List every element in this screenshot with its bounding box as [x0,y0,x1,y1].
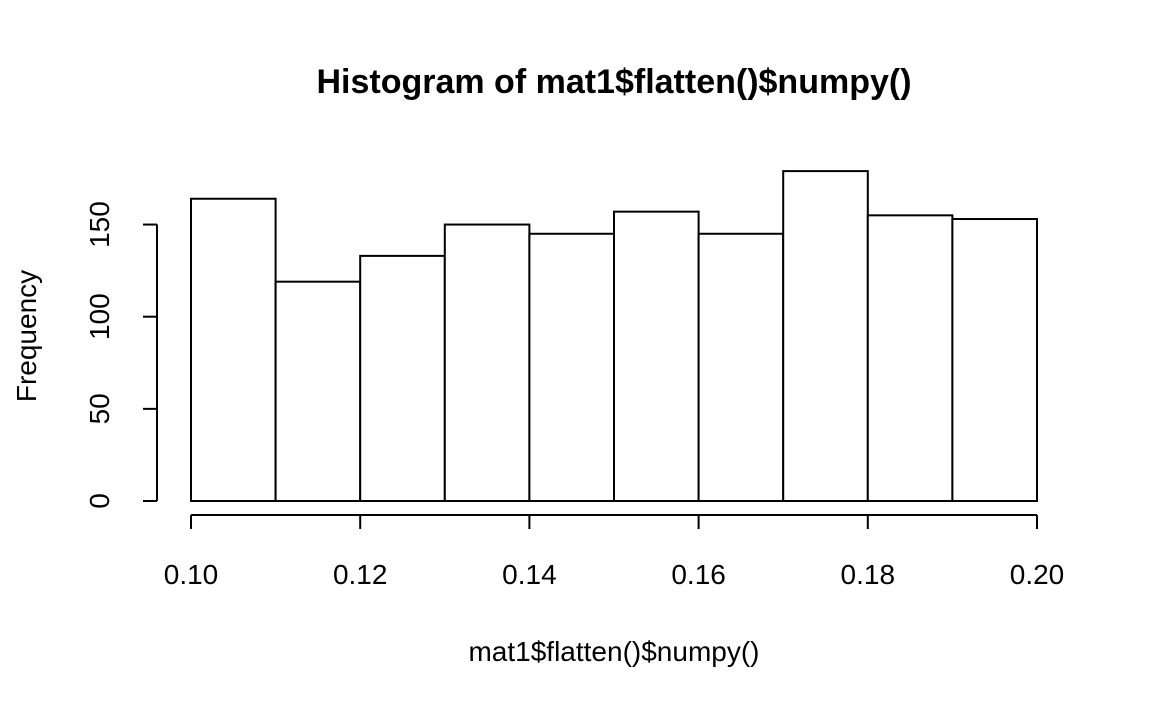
x-tick-label: 0.12 [333,559,388,590]
histogram-bar [697,232,785,502]
histogram-bar [782,170,869,502]
x-axis-label: mat1$flatten()$numpy() [468,636,759,667]
y-tick-label: 150 [84,201,115,248]
histogram-bar [359,254,446,502]
histogram-bar [613,210,700,503]
y-tick-label: 0 [84,493,115,509]
histogram-bar [190,197,277,503]
histogram-bar [443,223,531,503]
y-axis: 0 50 100 150 [84,201,158,509]
histogram-bar [528,232,616,502]
chart-title: Histogram of mat1$flatten()$numpy() [316,63,911,101]
y-axis-label: Frequency [11,270,42,402]
x-tick-label: 0.10 [164,559,219,590]
y-tick-label: 50 [84,393,115,424]
x-tick-label: 0.20 [1010,559,1065,590]
bars-group [190,170,1039,503]
x-tick-label: 0.18 [841,559,896,590]
y-tick-label: 100 [84,293,115,340]
histogram-bar [951,218,1039,502]
x-tick-label: 0.16 [671,559,726,590]
x-tick-label: 0.14 [502,559,557,590]
histogram-bar [274,280,362,503]
x-axis: 0.10 0.12 0.14 0.16 0.18 0.20 [164,514,1065,590]
histogram-bar [866,214,954,503]
